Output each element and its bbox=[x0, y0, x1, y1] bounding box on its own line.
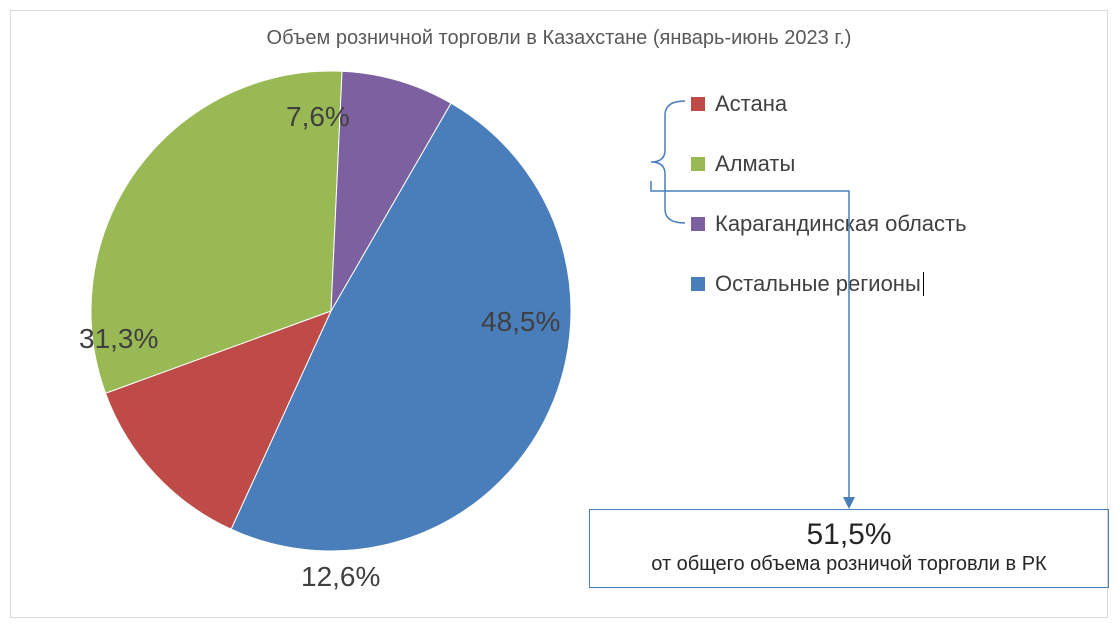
callout-box: 51,5% от общего объема розничой торговли… bbox=[589, 509, 1109, 588]
chart-title: Объем розничной торговли в Казахстане (я… bbox=[11, 27, 1107, 50]
legend-swatch-almaty bbox=[691, 157, 705, 171]
slice-label-astana: 12,6% bbox=[301, 561, 380, 593]
legend-label-astana: Астана bbox=[715, 91, 787, 117]
callout-arrow bbox=[631, 181, 931, 521]
slice-label-almaty: 31,3% bbox=[79, 323, 158, 355]
chart-frame: Объем розничной торговли в Казахстане (я… bbox=[10, 10, 1108, 618]
legend-swatch-astana bbox=[691, 97, 705, 111]
callout-subtext: от общего объема розничой торговли в РК bbox=[600, 553, 1098, 575]
legend-label-almaty: Алматы bbox=[715, 151, 795, 177]
pie-chart: 48,5% 12,6% 31,3% 7,6% bbox=[91, 71, 571, 551]
legend-item-astana: Астана bbox=[691, 91, 1091, 117]
slice-label-ostalnye: 48,5% bbox=[481, 306, 560, 338]
callout-percent: 51,5% bbox=[600, 518, 1098, 551]
slice-label-karaganda: 7,6% bbox=[286, 101, 350, 133]
legend-item-almaty: Алматы bbox=[691, 151, 1091, 177]
